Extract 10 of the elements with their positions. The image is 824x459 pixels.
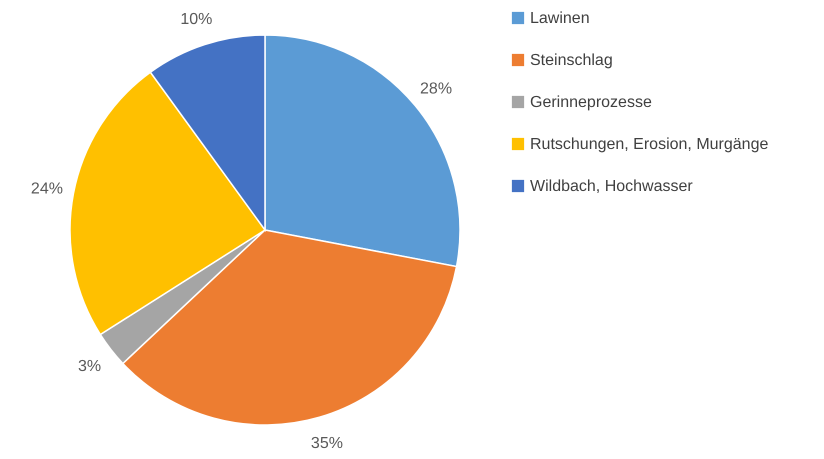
legend-label: Steinschlag	[530, 52, 613, 69]
data-label: 28%	[420, 80, 452, 98]
legend-label: Wildbach, Hochwasser	[530, 178, 694, 195]
data-label: 10%	[180, 10, 212, 28]
data-label: 35%	[310, 435, 343, 452]
legend-label: Gerinneprozesse	[530, 94, 652, 111]
legend-label: Rutschungen, Erosion, Murgänge	[530, 136, 768, 153]
legend-label: Lawinen	[530, 10, 590, 27]
data-label: 24%	[30, 180, 63, 198]
data-label: 3%	[78, 358, 102, 376]
